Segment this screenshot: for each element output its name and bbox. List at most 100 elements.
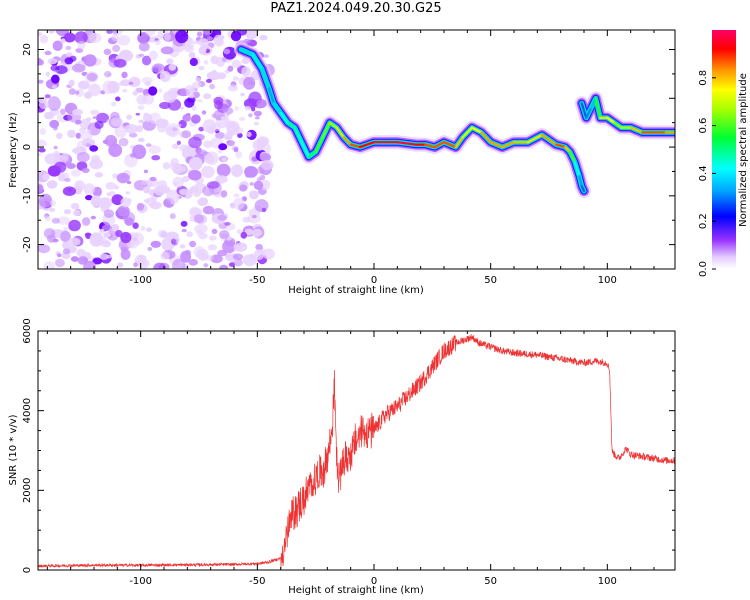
ridge2-segment (629, 126, 644, 134)
ridge-segment (251, 53, 264, 71)
noise-blob (68, 237, 81, 246)
noise-blob (189, 240, 197, 248)
noise-blob (182, 175, 190, 183)
noise-blob (121, 71, 128, 79)
colorbar-tick-label: 0.8 (698, 70, 709, 86)
noise-blob (191, 105, 197, 111)
noise-blob (38, 244, 51, 254)
ridge-segment (239, 48, 254, 56)
ridge-segment (433, 141, 446, 149)
noise-blob (254, 121, 259, 126)
noise-blob (220, 116, 227, 121)
noise-blob (111, 33, 120, 42)
noise-blob (234, 106, 240, 111)
snr-panel: -100 -50 0 50 100 0 2000 4000 6000 Height of st… (8, 318, 676, 596)
noise-blob (68, 219, 81, 232)
noise-blob (246, 131, 252, 138)
noise-blob (128, 132, 138, 138)
noise-blob (186, 231, 194, 238)
noise-blob (111, 223, 120, 232)
x-tick-label: 50 (484, 275, 497, 286)
noise-blob (198, 126, 205, 132)
noise-blob (38, 147, 46, 153)
ridge-segment (260, 67, 271, 90)
noise-blob (136, 202, 145, 211)
noise-blob (57, 173, 66, 182)
noise-blob (215, 131, 225, 140)
noise-blob (210, 254, 223, 264)
noise-blob (217, 150, 223, 154)
noise-blob (108, 143, 123, 157)
noise-blob (253, 249, 265, 260)
y-tick-label: -10 (22, 188, 33, 204)
noise-blob (142, 93, 154, 105)
noise-blob (220, 190, 228, 198)
noise-blob (90, 109, 99, 116)
noise-blob (188, 157, 203, 171)
noise-blob (73, 210, 81, 216)
noise-blob (92, 116, 97, 119)
noise-blob (210, 55, 219, 65)
noise-blob (142, 113, 153, 122)
noise-blob (47, 58, 58, 65)
noise-blob (219, 264, 229, 269)
noise-blob (262, 248, 275, 260)
noise-blob (66, 52, 73, 57)
noise-blob (206, 71, 221, 81)
noise-blob (207, 244, 218, 251)
ridge-segment (442, 141, 457, 149)
noise-blob (193, 214, 205, 224)
noise-blob (201, 165, 215, 179)
noise-blob (180, 250, 192, 263)
noise-blob (242, 216, 251, 223)
noise-blob (94, 120, 104, 129)
noise-blob (206, 181, 220, 189)
x-tick-label: 100 (598, 275, 617, 286)
noise-blob (247, 214, 261, 224)
noise-blob (193, 190, 201, 198)
noise-blob (181, 130, 192, 139)
ridge2-segment (613, 121, 623, 129)
colorbar-gradient (712, 30, 736, 269)
noise-blob (49, 208, 56, 212)
ridge-segment (267, 87, 275, 105)
noise-blob (72, 109, 83, 116)
noise-blob (188, 259, 198, 266)
noise-blob (259, 34, 268, 41)
noise-blob (191, 114, 201, 124)
noise-blob (209, 235, 217, 241)
noise-blob (226, 140, 235, 147)
noise-blob (60, 230, 71, 243)
noise-blob (45, 216, 51, 222)
spectrogram-x-ticks: -100 -50 0 50 100 (46, 30, 655, 286)
noise-blob (159, 101, 171, 110)
noise-blob (197, 99, 203, 103)
noise-blob (239, 184, 248, 192)
noise-blob (224, 221, 231, 226)
ridge-segment (424, 143, 436, 149)
noise-blob (94, 172, 104, 178)
noise-blob (198, 197, 209, 206)
noise-blob (61, 241, 70, 249)
noise-blob (63, 32, 76, 43)
ridge-segment (300, 141, 310, 158)
noise-blob (45, 71, 51, 77)
snr-x-label: Height of straight line (km) (288, 585, 424, 596)
noise-blob (232, 253, 244, 261)
noise-blob (132, 90, 139, 96)
noise-blob (256, 99, 268, 108)
noise-blob (47, 165, 61, 177)
ridge-segment (540, 133, 558, 146)
noise-blob (118, 81, 127, 86)
noise-blob (146, 227, 152, 232)
noise-blob (259, 174, 266, 180)
noise-blob (51, 85, 57, 89)
noise-blob (74, 31, 88, 44)
noise-blob (132, 144, 147, 160)
ridge2-segment (580, 102, 588, 119)
noise-blob (115, 96, 121, 102)
noise-blob (197, 149, 208, 157)
noise-blob (105, 182, 117, 190)
noise-blob (228, 262, 236, 267)
noise-blob (254, 199, 269, 213)
